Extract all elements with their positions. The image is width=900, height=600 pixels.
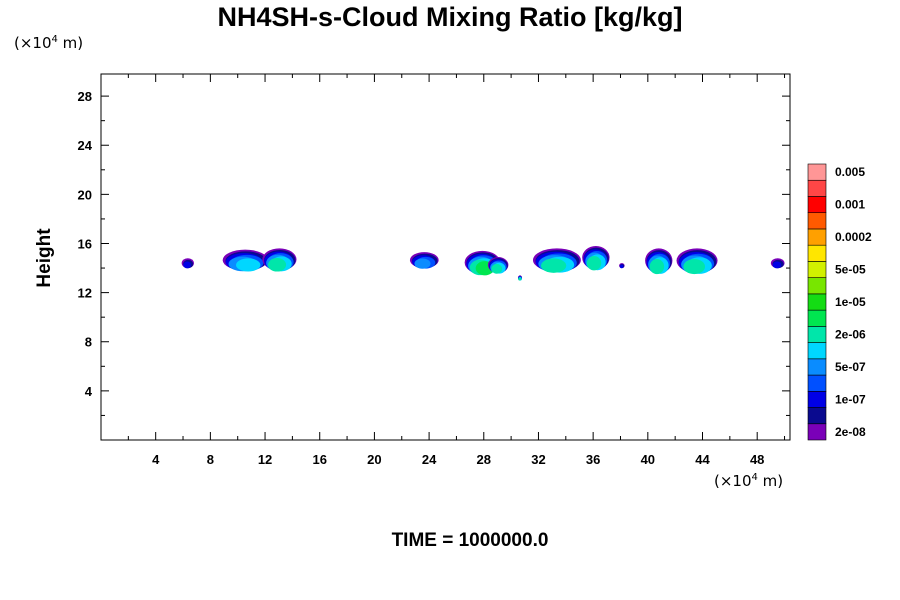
colorbar-label: 2e-06 — [835, 327, 866, 341]
y-axis-label: Height — [34, 228, 55, 288]
cloud-contour — [518, 277, 522, 281]
cloud-contour — [491, 263, 503, 274]
colorbar-label: 2e-08 — [835, 425, 866, 439]
colorbar-label: 1e-05 — [835, 295, 866, 309]
colorbar-swatch — [807, 244, 827, 262]
x-tick-label: 20 — [367, 452, 381, 467]
colorbar-label: 0.0002 — [835, 230, 872, 244]
cloud-cell — [409, 252, 439, 269]
colorbar-swatch — [807, 196, 827, 214]
y-tick-label: 8 — [85, 335, 92, 350]
cloud-cell — [619, 263, 625, 269]
y-tick-label: 20 — [78, 187, 92, 202]
x-tick-label: 36 — [586, 452, 600, 467]
y-tick-label: 16 — [78, 236, 92, 251]
x-tick-label: 44 — [695, 452, 710, 467]
cloud-cell — [487, 257, 509, 274]
colorbar-swatch — [807, 293, 827, 311]
y-tick-label: 28 — [78, 89, 92, 104]
cloud-cell — [582, 245, 610, 271]
cloud-cell — [517, 275, 523, 281]
cloud-contour — [683, 259, 706, 275]
x-tick-label: 12 — [258, 452, 272, 467]
cloud-cell — [676, 248, 718, 275]
x-tick-label: 40 — [641, 452, 655, 467]
cloud-contour — [414, 258, 431, 269]
colorbar-swatch — [807, 358, 827, 376]
colorbar-label: 5e-07 — [835, 360, 866, 374]
cloud-cell — [532, 248, 581, 273]
colorbar: 2e-08 1e-07 5e-07 2e-06 1e-05 5e-05 0.0002 0.00… — [807, 163, 872, 441]
x-tick-label: 8 — [207, 452, 214, 467]
colorbar-swatch — [807, 277, 827, 295]
cloud-cell — [262, 248, 297, 272]
y-axis-unit: (×104 m) — [14, 34, 84, 52]
cloud-contour — [619, 264, 624, 269]
x-axis-unit: (×104 m) — [714, 472, 784, 490]
cloud-contour — [540, 258, 567, 273]
colorbar-swatch — [807, 326, 827, 343]
cloud-cell — [645, 248, 673, 275]
colorbar-label: 0.001 — [835, 198, 865, 212]
colorbar-swatch — [807, 374, 827, 392]
x-tick-label: 28 — [477, 452, 491, 467]
cloud-cell — [181, 258, 194, 269]
cloud-cell — [770, 258, 785, 269]
colorbar-label: 0.005 — [835, 165, 865, 179]
time-label: TIME = 1000000.0 — [391, 530, 549, 551]
chart-title: NH4SH-s-Cloud Mixing Ratio [kg/kg] — [217, 2, 683, 32]
cloud-contour — [772, 261, 782, 269]
cloud-contour — [236, 258, 261, 272]
colorbar-swatch — [807, 261, 827, 278]
colorbar-swatch — [807, 309, 827, 327]
y-tick-label: 12 — [78, 286, 92, 301]
colorbar-swatch — [807, 212, 827, 230]
colorbar-swatch — [807, 390, 827, 408]
cloud-contour — [649, 259, 665, 275]
cloud-contour — [268, 257, 287, 272]
colorbar-swatch — [807, 163, 827, 181]
colorbar-swatch — [807, 423, 827, 441]
x-tick-label: 48 — [750, 452, 764, 467]
x-tick-label: 4 — [152, 452, 160, 467]
colorbar-label: 5e-05 — [835, 263, 866, 277]
x-tick-label: 24 — [422, 452, 437, 467]
cloud-cell — [222, 249, 268, 272]
y-tick-label: 24 — [78, 138, 93, 153]
x-tick-label: 16 — [312, 452, 326, 467]
colorbar-swatch — [807, 342, 827, 360]
cloud-contour — [183, 261, 192, 269]
colorbar-swatch — [807, 407, 827, 425]
plot-frame — [100, 73, 791, 441]
colorbar-swatch — [807, 228, 827, 246]
x-tick-label: 32 — [531, 452, 545, 467]
y-tick-label: 4 — [85, 384, 93, 399]
colorbar-label: 1e-07 — [835, 392, 866, 406]
cloud-contour — [586, 256, 602, 271]
colorbar-swatch — [807, 179, 827, 197]
cloud-field — [181, 245, 785, 281]
